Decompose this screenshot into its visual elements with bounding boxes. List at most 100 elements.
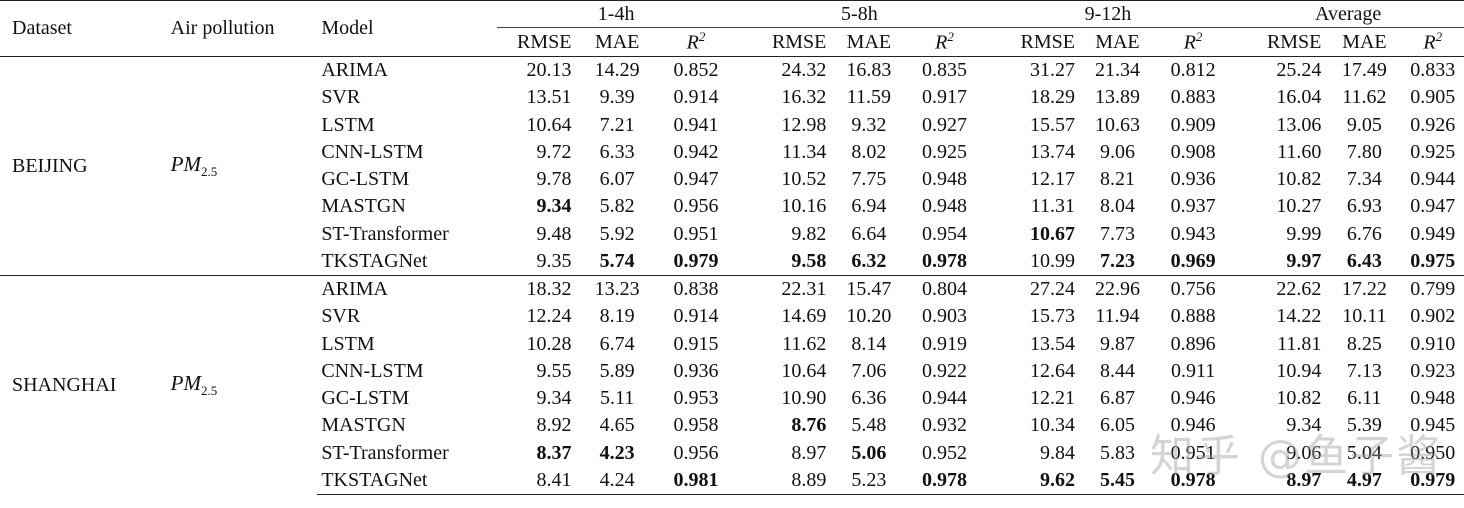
rmse-value: 10.52: [781, 168, 827, 191]
rmse-value: 9.78: [536, 168, 572, 191]
mae-value: 5.89: [599, 359, 635, 382]
rmse-value: 10.64: [526, 113, 572, 136]
rmse-value: 10.94: [1276, 359, 1322, 382]
mae-value: 13.89: [1094, 86, 1140, 109]
table-row: ST-Transformer 8.37 4.23 0.956 8.97 5.06 0.952…: [0, 440, 1464, 467]
r2-value: 0.951: [1170, 441, 1216, 464]
r2-value: 0.945: [1410, 414, 1456, 437]
mae-value: 7.13: [1346, 359, 1382, 382]
header-mae: MAE: [846, 30, 892, 53]
rmse-value: 10.27: [1276, 195, 1322, 218]
mae-value: 6.87: [1099, 387, 1135, 410]
mae-value: 5.92: [599, 222, 635, 245]
mae-value: 8.21: [1099, 168, 1135, 191]
rmse-value: 11.81: [1277, 332, 1322, 355]
header-r-exponent: 2: [698, 29, 706, 45]
rmse-value: 8.89: [735, 466, 833, 495]
r2-value: 0.950: [1410, 441, 1456, 464]
table-row: MASTGN 9.34 5.82 0.956 10.16 6.94 0.948 11.31 8.…: [0, 193, 1464, 220]
r2-value: 0.956: [673, 195, 719, 218]
r2-value: 0.953: [673, 387, 719, 410]
rmse-value: 18.29: [1029, 86, 1075, 109]
dataset-name: BEIJING: [0, 56, 159, 276]
header-rmse: RMSE: [517, 30, 572, 53]
mae-value: 6.76: [1346, 222, 1382, 245]
header-model: Model: [317, 0, 498, 57]
rmse-value: 31.27: [983, 56, 1081, 85]
r2-value: 0.804: [905, 275, 984, 304]
mae-value: 8.04: [1099, 195, 1135, 218]
rmse-value: 8.76: [791, 414, 827, 437]
rmse-value: 25.24: [1232, 56, 1328, 85]
mae-value: 7.80: [1346, 140, 1382, 163]
header-r-letter: R: [686, 31, 699, 54]
r2-value: 0.947: [673, 168, 719, 191]
mae-value: 6.93: [1346, 195, 1382, 218]
rmse-value: 10.28: [526, 332, 572, 355]
rmse-value: 12.98: [781, 113, 827, 136]
mae-value: 9.05: [1346, 113, 1382, 136]
header-r-letter: R: [1183, 31, 1196, 54]
mae-value: 7.06: [851, 359, 887, 382]
r2-value: 0.978: [922, 249, 968, 272]
rmse-value: 11.31: [1030, 195, 1075, 218]
r2-value: 0.911: [1170, 359, 1216, 382]
r2-value: 0.903: [922, 305, 968, 328]
mae-value: 7.75: [851, 168, 887, 191]
r2-value: 0.799: [1401, 275, 1464, 304]
header-group-5-8h: 5-8h: [735, 0, 984, 28]
r2-value: 0.932: [922, 414, 968, 437]
rmse-value: 11.60: [1277, 140, 1322, 163]
mae-value: 5.11: [600, 387, 635, 410]
table-row: GC-LSTM 9.34 5.11 0.953 10.90 6.36 0.944 12.21 6…: [0, 385, 1464, 412]
r2-value: 0.838: [656, 275, 736, 304]
r2-value: 0.969: [1170, 249, 1216, 272]
mae-value: 7.73: [1099, 222, 1135, 245]
mae-value: 4.97: [1327, 466, 1402, 495]
mae-value: 7.23: [1099, 249, 1135, 272]
mae-value: 22.96: [1080, 275, 1154, 304]
r2-value: 0.979: [1401, 466, 1464, 495]
model-name: ARIMA: [317, 275, 498, 304]
rmse-value: 18.32: [497, 275, 578, 304]
model-name: CNN-LSTM: [321, 359, 424, 382]
r2-value: 0.910: [1410, 332, 1456, 355]
rmse-value: 12.64: [1029, 359, 1075, 382]
r2-value: 0.883: [1170, 86, 1216, 109]
r2-value: 0.948: [922, 168, 968, 191]
rmse-value: 27.24: [983, 275, 1081, 304]
rmse-value: 9.72: [536, 140, 572, 163]
pollutant-subscript: 2.5: [200, 164, 218, 180]
r2-value: 0.908: [1170, 140, 1216, 163]
r2-value: 0.948: [922, 195, 968, 218]
r2-value: 0.756: [1153, 275, 1233, 304]
r2-value: 0.954: [922, 222, 968, 245]
header-dataset: Dataset: [0, 0, 159, 57]
r2-value: 0.936: [1170, 168, 1216, 191]
mae-value: 6.33: [599, 140, 635, 163]
mae-value: 10.11: [1342, 305, 1387, 328]
rmse-value: 12.17: [1029, 168, 1075, 191]
header-r-exponent: 2: [947, 29, 954, 45]
rmse-value: 9.84: [1039, 441, 1075, 464]
rmse-value: 16.32: [781, 86, 827, 109]
pollutant-subscript: 2.5: [200, 383, 218, 399]
r2-value: 0.919: [922, 332, 968, 355]
r2-value: 0.943: [1170, 222, 1216, 245]
mae-value: 8.44: [1099, 359, 1135, 382]
rmse-value: 14.69: [781, 305, 827, 328]
mae-value: 5.39: [1346, 414, 1382, 437]
rmse-value: 9.35: [536, 249, 572, 272]
rmse-value: 9.06: [1286, 441, 1322, 464]
r2-value: 0.925: [1410, 140, 1456, 163]
mae-value: 10.63: [1094, 113, 1140, 136]
rmse-value: 11.62: [782, 332, 827, 355]
rmse-value: 8.41: [497, 466, 578, 495]
header-r-letter: R: [1423, 31, 1436, 54]
header-r-squared: R2: [657, 28, 735, 57]
rmse-value: 10.99: [1029, 249, 1075, 272]
r2-value: 0.942: [673, 140, 719, 163]
r2-value: 0.936: [673, 359, 719, 382]
mae-value: 5.48: [851, 414, 887, 437]
